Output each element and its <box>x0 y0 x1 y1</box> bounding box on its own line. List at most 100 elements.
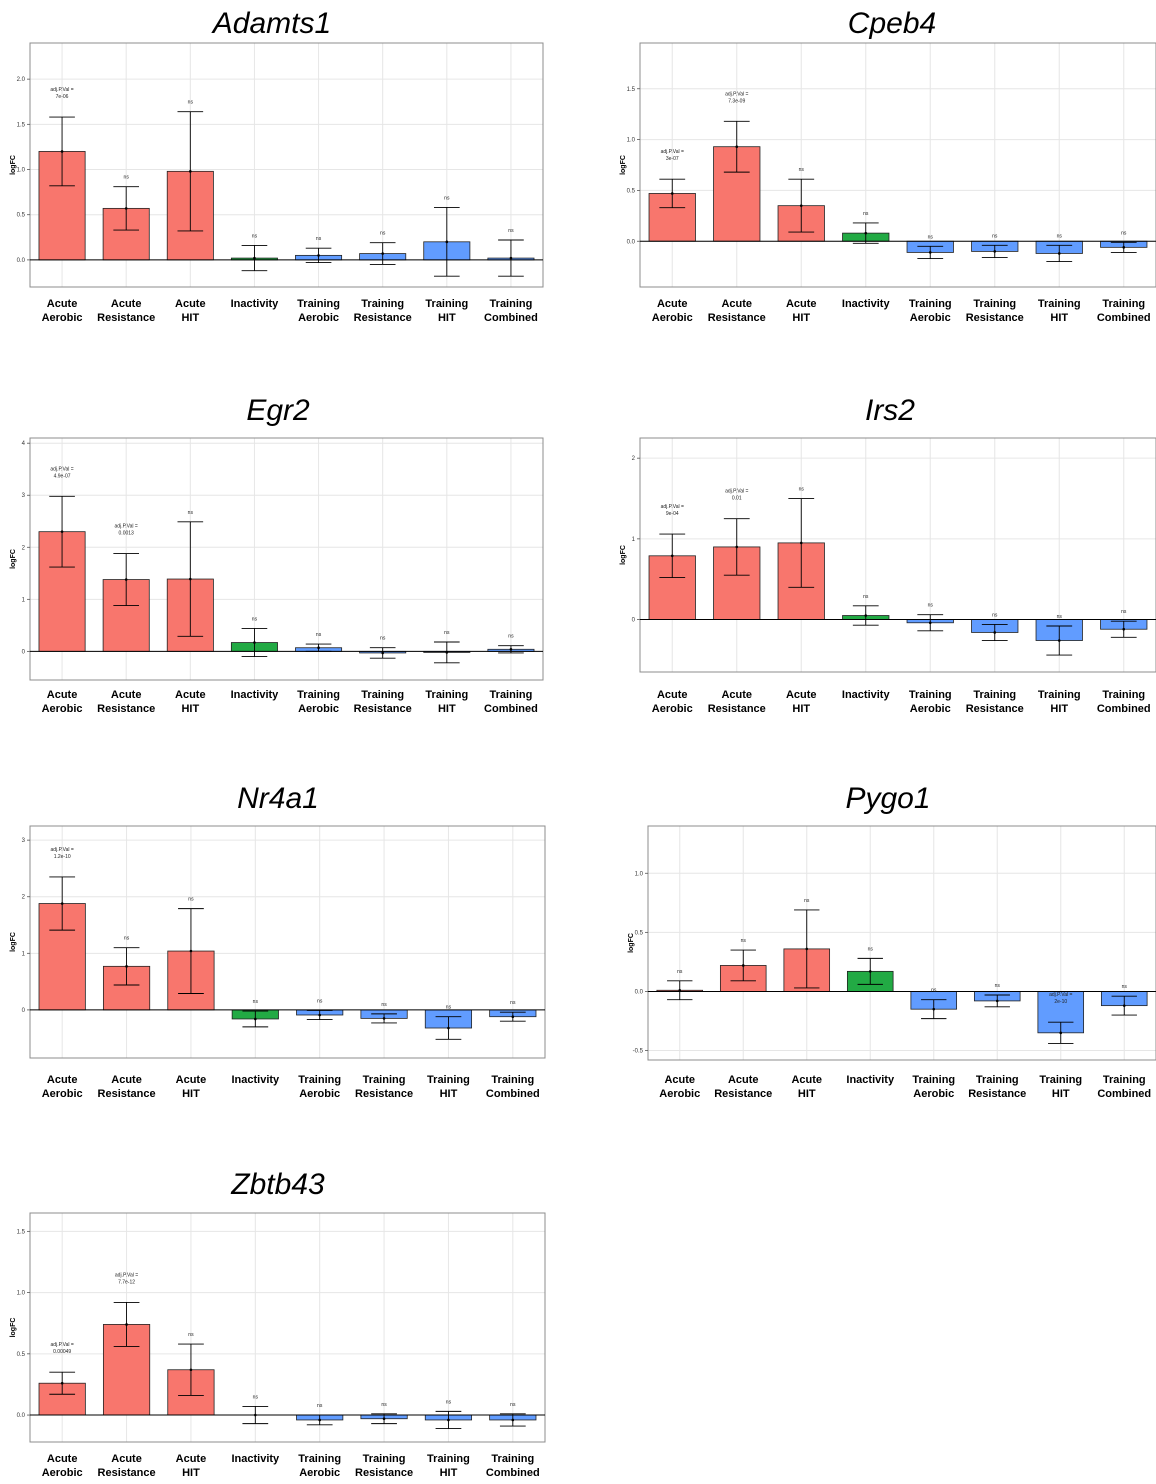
mean-point <box>381 252 384 255</box>
category-label: Training <box>1102 298 1145 310</box>
mean-point <box>445 651 449 654</box>
y-tick-label: 1 <box>632 537 636 543</box>
significance-value: 7.3e-09 <box>728 98 745 104</box>
category-sublabel: Aerobic <box>910 703 951 715</box>
mean-point <box>995 999 999 1003</box>
significance-label: ns <box>1121 230 1127 236</box>
y-axis-label: logFC <box>10 932 17 952</box>
category-label: Acute <box>111 689 142 701</box>
category-sublabel: HIT <box>438 312 456 324</box>
chart-title: Pygo1 <box>845 782 930 815</box>
mean-point <box>1057 252 1061 255</box>
category-label: Inactivity <box>231 298 280 310</box>
category-sublabel: Combined <box>1097 703 1151 715</box>
significance-label: ns <box>446 1399 452 1405</box>
category-label: Training <box>297 689 340 701</box>
y-tick-label: 0 <box>22 649 26 655</box>
category-sublabel: Resistance <box>966 312 1024 324</box>
significance-label: ns <box>799 167 805 173</box>
y-tick-label: 0.0 <box>17 258 26 264</box>
mean-point <box>317 254 320 257</box>
category-label: Acute <box>111 1074 142 1086</box>
mean-point <box>993 250 997 253</box>
significance-label: adj.P.Val = <box>51 847 74 853</box>
mean-point <box>318 1418 321 1422</box>
significance-label: ns <box>316 236 322 242</box>
y-axis-label: logFC <box>10 1318 17 1338</box>
category-sublabel: Resistance <box>355 1467 413 1479</box>
mean-point <box>735 145 739 148</box>
significance-label: ns <box>188 100 194 106</box>
y-tick-label: 1.5 <box>17 122 26 128</box>
significance-label: adj.P.Val = <box>725 489 748 495</box>
mean-point <box>864 231 868 235</box>
mean-point <box>318 1013 321 1017</box>
mean-point <box>1122 627 1126 631</box>
category-label: Training <box>909 298 952 310</box>
category-label: Acute <box>176 1453 207 1465</box>
mean-point <box>382 1017 386 1020</box>
category-sublabel: Resistance <box>354 312 412 324</box>
y-tick-label: 0.0 <box>627 239 636 245</box>
mean-point <box>670 192 674 195</box>
mean-point <box>864 614 868 617</box>
mean-point <box>445 240 449 244</box>
y-tick-label: 0.0 <box>17 1413 26 1419</box>
category-label: Training <box>425 298 468 310</box>
significance-label: ns <box>741 938 747 944</box>
mean-point <box>670 554 674 558</box>
category-label: Acute <box>664 1074 695 1086</box>
category-label: Acute <box>111 298 142 310</box>
category-label: Acute <box>47 298 78 310</box>
significance-label: ns <box>508 228 514 234</box>
y-axis-label: logFC <box>628 933 635 953</box>
mean-point <box>254 1017 257 1021</box>
mean-point <box>124 207 128 210</box>
plot-frame <box>29 1212 546 1443</box>
category-sublabel: HIT <box>182 1467 200 1479</box>
mean-point <box>509 647 513 651</box>
category-sublabel: Combined <box>484 312 538 324</box>
significance-value: 2e-10 <box>1054 999 1067 1005</box>
significance-value: 0.0013 <box>119 531 135 537</box>
y-axis-label: logFC <box>10 155 17 175</box>
mean-point <box>189 1368 193 1372</box>
category-sublabel: HIT <box>440 1088 458 1100</box>
category-label: Acute <box>176 1074 207 1086</box>
category-sublabel: HIT <box>1050 312 1068 324</box>
significance-label: ns <box>868 946 874 952</box>
significance-label: ns <box>928 603 934 609</box>
category-label: Training <box>912 1074 955 1086</box>
y-tick-label: 0.5 <box>635 930 644 936</box>
category-sublabel: Resistance <box>708 703 766 715</box>
category-sublabel: Aerobic <box>659 1088 700 1100</box>
mean-point <box>381 651 384 655</box>
significance-label: adj.P.Val = <box>115 1272 138 1278</box>
category-label: Training <box>1102 689 1145 701</box>
significance-label: adj.P.Val = <box>661 149 684 155</box>
mean-point <box>868 970 872 973</box>
y-tick-label: 2 <box>632 456 636 462</box>
mean-point <box>928 251 932 254</box>
category-sublabel: Aerobic <box>299 1088 340 1100</box>
category-sublabel: HIT <box>1052 1088 1070 1100</box>
category-sublabel: Resistance <box>98 1467 156 1479</box>
category-label: Training <box>425 689 468 701</box>
significance-value: 3e-07 <box>666 156 679 162</box>
significance-label: ns <box>444 630 450 636</box>
significance-label: ns <box>188 897 194 903</box>
category-label: Inactivity <box>231 689 280 701</box>
category-label: Training <box>298 1074 341 1086</box>
chart-title: Irs2 <box>865 394 915 427</box>
significance-label: ns <box>316 632 322 638</box>
mean-point <box>1122 246 1126 249</box>
category-sublabel: Resistance <box>708 312 766 324</box>
category-sublabel: HIT <box>182 1088 200 1100</box>
significance-label: ns <box>1121 609 1127 615</box>
significance-label: ns <box>252 233 258 239</box>
category-label: Acute <box>657 689 688 701</box>
mean-point <box>1059 1031 1063 1035</box>
category-label: Training <box>427 1453 470 1465</box>
significance-label: ns <box>992 612 998 618</box>
